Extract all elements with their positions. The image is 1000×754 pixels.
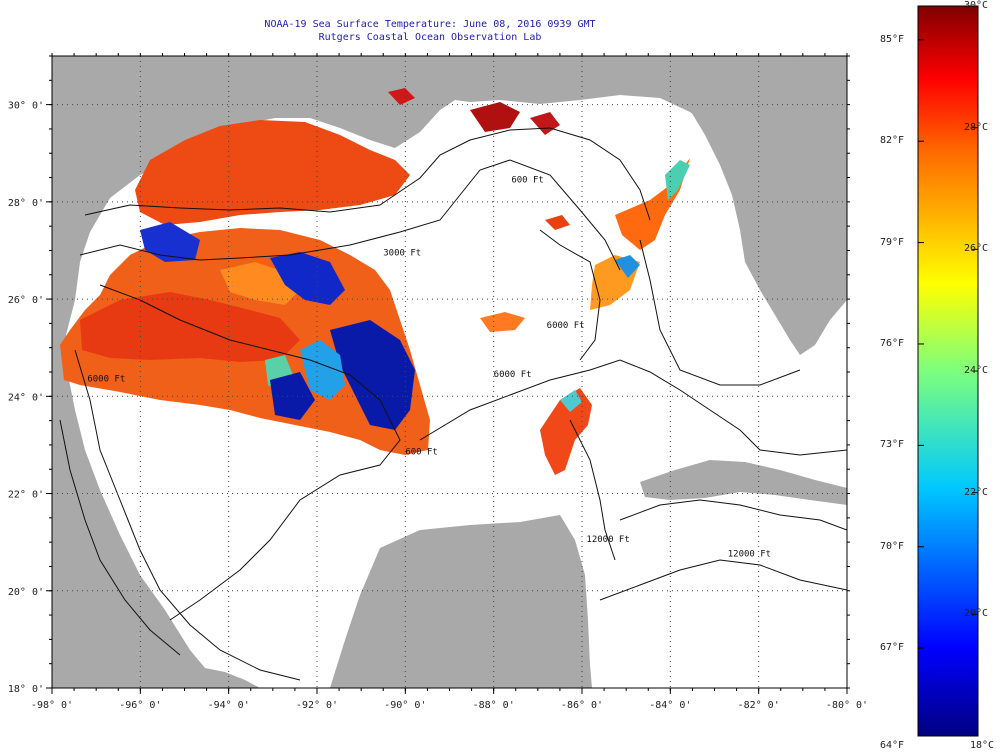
- lon-label: -82° 0': [738, 700, 780, 711]
- colorbar-fahrenheit-label: 85°F: [880, 33, 905, 45]
- yucatan-land: [330, 515, 592, 688]
- contour-label: 12000 Ft: [586, 535, 629, 545]
- contour-label: 600 Ft: [511, 175, 544, 185]
- contour-label: 6000 Ft: [87, 375, 125, 385]
- sst-data: [60, 88, 690, 475]
- colorbar-celsius-label: 28°C: [964, 121, 989, 133]
- lon-label: -86° 0': [561, 700, 603, 711]
- lon-label: -84° 0': [649, 700, 691, 711]
- lon-label: -92° 0': [296, 700, 338, 711]
- contour-labels: 600 Ft 3000 Ft 6000 Ft 600 Ft 6000 Ft 12000 F…: [87, 175, 771, 559]
- contour-label: 6000 Ft: [494, 370, 532, 380]
- map-subtitle: Rutgers Coastal Ocean Observation Lab: [318, 32, 542, 43]
- colorbar-fahrenheit-label: 82°F: [880, 135, 905, 147]
- lat-label: 30° 0': [8, 101, 44, 112]
- colorbar-ticks: [918, 5, 978, 737]
- colorbar-fahrenheit-label: 70°F: [880, 540, 905, 552]
- contour-label: 6000 Ft: [547, 321, 585, 331]
- lat-label: 28° 0': [8, 198, 44, 209]
- lat-label: 24° 0': [8, 392, 44, 403]
- lon-label: -90° 0': [384, 700, 426, 711]
- axis-labels: -98° 0' -96° 0' -94° 0' -92° 0' -90° 0' -88° …: [8, 101, 868, 711]
- colorbar-fahrenheit-label: 67°F: [880, 642, 905, 654]
- lon-label: -98° 0': [31, 700, 73, 711]
- colorbar-celsius-label: 18°C: [970, 740, 995, 751]
- colorbar-celsius-label: 22°C: [964, 486, 989, 498]
- bathymetry-contours: [59, 127, 847, 681]
- lat-label: 22° 0': [8, 490, 44, 501]
- colorbar-fahrenheit-label: 79°F: [880, 236, 905, 248]
- lon-label: -88° 0': [473, 700, 515, 711]
- lon-label: -96° 0': [119, 700, 161, 711]
- lon-label: -94° 0': [208, 700, 250, 711]
- colorbar-fahrenheit-label: 64°F: [880, 740, 905, 751]
- colorbar-fahrenheit-label: 76°F: [880, 337, 905, 349]
- contour-label: 600 Ft: [405, 448, 438, 458]
- contour-label: 3000 Ft: [383, 248, 421, 258]
- colorbar-celsius-label: 20°C: [964, 608, 989, 620]
- colorbar-fahrenheit-label: 73°F: [880, 439, 905, 451]
- colorbar-celsius-label: 24°C: [964, 365, 989, 376]
- colorbar-celsius-label: 30°C: [964, 0, 989, 11]
- axis-ticks: [46, 53, 850, 694]
- florida-land: [690, 56, 847, 355]
- contour-label: 12000 Ft: [728, 550, 771, 560]
- lat-label: 20° 0': [8, 587, 44, 598]
- map-title: NOAA-19 Sea Surface Temperature: June 08…: [264, 19, 596, 30]
- lat-label: 26° 0': [8, 295, 44, 306]
- colorbar: [917, 5, 979, 737]
- cuba-land: [640, 460, 847, 505]
- lat-lon-grid: [52, 56, 847, 688]
- lat-label: 18° 0': [8, 684, 44, 695]
- colorbar-celsius-label: 26°C: [964, 243, 989, 255]
- lon-label: -80° 0': [826, 700, 868, 711]
